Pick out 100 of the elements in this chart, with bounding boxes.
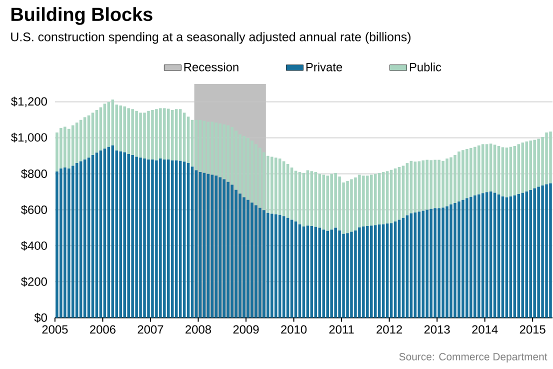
bar <box>87 116 90 158</box>
bar <box>350 232 353 318</box>
bar <box>342 234 345 318</box>
bar <box>147 160 150 318</box>
bar <box>87 158 90 318</box>
bar <box>278 215 282 318</box>
bar <box>454 203 456 318</box>
bar <box>186 116 190 164</box>
bar <box>505 148 508 198</box>
bar <box>135 111 138 157</box>
bar <box>56 172 58 318</box>
bar <box>402 218 405 318</box>
bar <box>147 111 150 160</box>
bar <box>242 197 246 318</box>
bar <box>346 233 349 318</box>
bar <box>99 150 102 318</box>
bar <box>533 188 536 318</box>
bar <box>334 228 337 318</box>
bar <box>111 146 114 318</box>
bar <box>414 162 417 213</box>
bar <box>163 108 166 160</box>
bar <box>103 148 106 318</box>
bar <box>107 102 110 148</box>
bar <box>190 166 194 318</box>
bar <box>60 128 62 169</box>
bar <box>330 174 333 230</box>
bar <box>174 109 178 161</box>
bar <box>182 112 186 162</box>
bar <box>143 112 146 159</box>
bar <box>422 160 425 211</box>
bar <box>501 147 504 196</box>
bar <box>462 200 464 318</box>
bar <box>238 194 242 318</box>
x-tick-label: 2006 <box>90 325 116 334</box>
bar <box>470 148 472 198</box>
bar <box>386 171 389 224</box>
bar <box>545 132 548 184</box>
y-tick-label: $600 <box>21 205 47 215</box>
bar <box>290 168 294 220</box>
bar <box>481 193 484 318</box>
y-tick-label: $200 <box>21 277 47 287</box>
bar <box>378 224 381 318</box>
bar <box>250 202 254 318</box>
bar <box>139 158 142 318</box>
bar <box>454 155 456 204</box>
bar <box>159 158 162 318</box>
bar <box>302 226 306 318</box>
bar <box>350 179 353 232</box>
bar <box>182 162 186 318</box>
bar <box>190 120 194 167</box>
bar <box>71 125 74 166</box>
bar <box>493 192 496 318</box>
y-tick-label: $400 <box>21 241 47 251</box>
bar <box>123 106 126 152</box>
bar <box>151 110 154 160</box>
bar <box>262 152 266 210</box>
bar <box>202 173 206 318</box>
bar <box>68 168 70 318</box>
source-note: Source: Commerce Department <box>399 353 548 363</box>
bar <box>334 173 337 228</box>
bar <box>362 226 365 318</box>
legend-label: Public <box>410 62 442 72</box>
bar <box>143 158 146 318</box>
bar <box>282 216 286 318</box>
bar <box>318 174 322 228</box>
x-tick-label: 2012 <box>376 325 402 334</box>
bar <box>306 226 310 318</box>
bar <box>151 160 154 318</box>
bar <box>95 152 98 318</box>
bar <box>426 160 429 210</box>
bar <box>294 170 298 222</box>
bar <box>170 110 174 161</box>
bar <box>521 193 524 318</box>
chart-title: Building Blocks <box>11 7 152 26</box>
bar <box>517 194 520 318</box>
bar <box>354 230 357 318</box>
bar <box>266 213 270 318</box>
bar <box>286 218 290 318</box>
bar <box>366 176 369 226</box>
bar <box>270 214 274 318</box>
bar <box>298 172 302 224</box>
bar <box>99 107 102 151</box>
bar <box>509 196 512 318</box>
bar <box>505 197 508 318</box>
bar <box>330 230 333 318</box>
bar <box>481 144 484 194</box>
bar <box>521 142 524 194</box>
bar <box>370 226 373 318</box>
y-tick-label: $1,200 <box>11 96 47 108</box>
bar <box>170 160 174 318</box>
bar <box>545 184 548 318</box>
bar <box>406 215 409 318</box>
bar <box>406 163 409 216</box>
bar <box>410 161 413 214</box>
bar <box>278 158 282 216</box>
bar <box>95 110 98 153</box>
bar <box>513 196 516 318</box>
bar <box>194 120 198 170</box>
x-tick-label: 2014 <box>472 325 498 334</box>
bar <box>382 172 385 224</box>
